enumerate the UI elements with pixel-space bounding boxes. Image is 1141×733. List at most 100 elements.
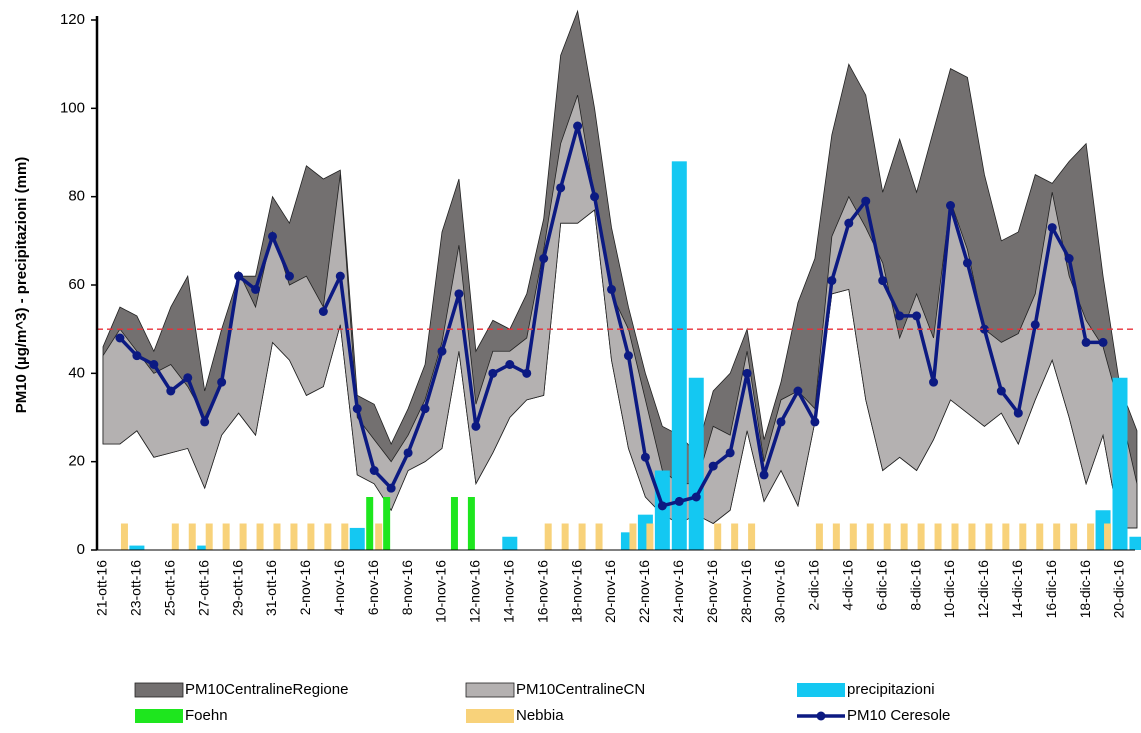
marker xyxy=(844,218,854,228)
legend-swatch xyxy=(135,709,183,723)
y-axis-label: PM10 (µg/m^3) - precipitazioni (mm) xyxy=(13,157,30,414)
x-tick-label: 6-dic-16 xyxy=(873,560,889,611)
marker xyxy=(691,492,701,502)
bar xyxy=(1112,377,1128,550)
marker xyxy=(827,276,837,286)
bar xyxy=(375,523,383,550)
bar xyxy=(646,523,654,550)
bar xyxy=(341,523,349,550)
bar xyxy=(1129,536,1141,550)
marker xyxy=(759,470,769,480)
marker xyxy=(471,421,481,431)
y-tick-label: 20 xyxy=(68,453,85,470)
bar xyxy=(324,523,332,550)
legend-swatch xyxy=(797,683,845,697)
bar xyxy=(205,523,213,550)
bar xyxy=(273,523,281,550)
bar xyxy=(578,523,586,550)
bar xyxy=(900,523,908,550)
y-tick-label: 40 xyxy=(68,364,85,381)
bar xyxy=(714,523,722,550)
marker xyxy=(1030,320,1040,330)
marker xyxy=(962,258,972,268)
marker xyxy=(454,289,464,299)
legend-swatch xyxy=(466,709,514,723)
x-tick-label: 10-nov-16 xyxy=(433,560,449,623)
marker xyxy=(268,231,277,241)
legend-label: PM10 Ceresole xyxy=(847,707,950,724)
bar xyxy=(222,523,230,550)
marker xyxy=(352,404,362,414)
marker xyxy=(115,333,125,343)
marker xyxy=(810,417,820,427)
x-tick-label: 2-dic-16 xyxy=(806,560,822,611)
bar xyxy=(129,545,145,550)
bar xyxy=(290,523,298,550)
marker xyxy=(623,351,633,361)
x-tick-label: 14-dic-16 xyxy=(1009,560,1025,619)
bar xyxy=(561,523,569,550)
x-tick-label: 29-ott-16 xyxy=(229,560,245,616)
bar xyxy=(1002,523,1010,550)
marker xyxy=(573,121,583,131)
marker xyxy=(996,386,1006,396)
bar xyxy=(1104,523,1112,550)
legend-label: precipitazioni xyxy=(847,681,935,698)
x-tick-label: 6-nov-16 xyxy=(365,560,381,615)
bar xyxy=(883,523,891,550)
bar xyxy=(171,523,179,550)
marker xyxy=(742,368,752,378)
marker xyxy=(946,201,955,210)
marker xyxy=(522,368,532,378)
bar xyxy=(1087,523,1095,550)
x-tick-label: 25-ott-16 xyxy=(162,560,178,616)
x-tick-label: 8-nov-16 xyxy=(399,560,415,615)
marker xyxy=(420,404,430,414)
x-tick-label: 16-dic-16 xyxy=(1043,560,1059,619)
y-tick-label: 60 xyxy=(68,276,85,293)
marker xyxy=(132,351,142,361)
bar xyxy=(917,523,925,550)
bar xyxy=(815,523,823,550)
bar xyxy=(748,523,756,550)
x-tick-label: 16-nov-16 xyxy=(534,560,550,623)
marker xyxy=(912,311,922,321)
x-tick-label: 8-dic-16 xyxy=(907,560,923,611)
marker xyxy=(878,276,888,286)
marker xyxy=(1013,408,1023,418)
bar xyxy=(467,497,475,550)
bar xyxy=(671,161,687,551)
bar xyxy=(197,545,213,550)
marker xyxy=(335,271,345,281)
marker xyxy=(607,284,616,294)
marker xyxy=(1098,337,1108,347)
marker xyxy=(149,360,159,369)
bar xyxy=(688,377,704,550)
marker xyxy=(793,386,803,396)
marker xyxy=(200,417,210,427)
bar xyxy=(349,527,365,550)
bar xyxy=(629,523,637,550)
bar xyxy=(307,523,315,550)
x-tick-label: 28-nov-16 xyxy=(738,560,754,623)
bar xyxy=(595,523,603,550)
area-band xyxy=(102,9,1138,529)
marker xyxy=(861,196,871,206)
bar xyxy=(985,523,993,550)
bar xyxy=(1070,523,1078,550)
marker xyxy=(1081,337,1091,347)
marker xyxy=(1064,254,1074,263)
marker xyxy=(369,466,379,475)
bar xyxy=(849,523,857,550)
bar xyxy=(968,523,976,550)
legend-swatch xyxy=(134,682,184,698)
x-tick-label: 22-nov-16 xyxy=(636,560,652,623)
x-tick-label: 23-ott-16 xyxy=(128,560,144,616)
bar xyxy=(731,523,739,550)
x-tick-label: 12-nov-16 xyxy=(467,560,483,623)
x-tick-label: 12-dic-16 xyxy=(975,560,991,619)
area-band xyxy=(102,94,1138,529)
x-tick-label: 26-nov-16 xyxy=(704,560,720,623)
marker xyxy=(505,360,515,369)
